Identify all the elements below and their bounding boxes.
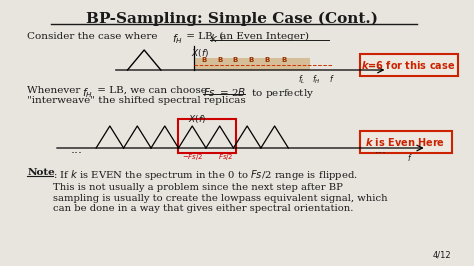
Text: $Fs$: $Fs$ bbox=[203, 86, 216, 98]
Text: = 2$B$  to perfectly: = 2$B$ to perfectly bbox=[216, 86, 314, 100]
Text: $\bfit{k}$=6 for this case: $\bfit{k}$=6 for this case bbox=[361, 59, 455, 71]
Text: Note: Note bbox=[27, 168, 55, 177]
Text: "interweave" the shifted spectral replicas: "interweave" the shifted spectral replic… bbox=[27, 96, 246, 105]
Text: $f_H$: $f_H$ bbox=[82, 86, 93, 100]
Text: $f$: $f$ bbox=[407, 152, 413, 163]
Text: B: B bbox=[233, 57, 238, 63]
Text: $Fs/2$: $Fs/2$ bbox=[218, 152, 233, 162]
Text: 4/12: 4/12 bbox=[432, 251, 451, 260]
Text: B: B bbox=[217, 57, 222, 63]
Text: $f$: $f$ bbox=[328, 73, 334, 84]
FancyBboxPatch shape bbox=[360, 131, 452, 153]
Text: $-Fs/2$: $-Fs/2$ bbox=[182, 152, 203, 162]
Text: = LB, we can choose: = LB, we can choose bbox=[94, 86, 210, 95]
Text: = LB  (: = LB ( bbox=[183, 32, 224, 41]
Text: ...: ... bbox=[374, 143, 386, 156]
Text: $X(f)$: $X(f)$ bbox=[188, 113, 206, 125]
Text: B: B bbox=[264, 57, 269, 63]
Bar bbox=[194, 58, 310, 70]
Text: BP-Sampling: Simple Case (Cont.): BP-Sampling: Simple Case (Cont.) bbox=[86, 12, 378, 26]
Text: : If $k$ is EVEN the spectrum in the 0 to $Fs$/2 range is flipped.
This is not u: : If $k$ is EVEN the spectrum in the 0 t… bbox=[53, 168, 388, 213]
Text: $f_H$: $f_H$ bbox=[172, 32, 182, 46]
Text: ...: ... bbox=[71, 143, 82, 156]
Text: $f_H$: $f_H$ bbox=[311, 73, 320, 85]
Text: B: B bbox=[248, 57, 254, 63]
Text: $X(f)$: $X(f)$ bbox=[191, 47, 209, 59]
Text: an Even Integer): an Even Integer) bbox=[217, 32, 309, 41]
Text: $k$: $k$ bbox=[210, 32, 218, 44]
Text: Whenever: Whenever bbox=[27, 86, 84, 95]
Text: B: B bbox=[201, 57, 207, 63]
Text: B: B bbox=[282, 57, 287, 63]
FancyBboxPatch shape bbox=[360, 54, 458, 76]
Text: $\bfit{k}$ is Even Here: $\bfit{k}$ is Even Here bbox=[365, 136, 445, 148]
Text: $f_L$: $f_L$ bbox=[299, 73, 306, 85]
Text: Consider the case where: Consider the case where bbox=[27, 32, 161, 41]
